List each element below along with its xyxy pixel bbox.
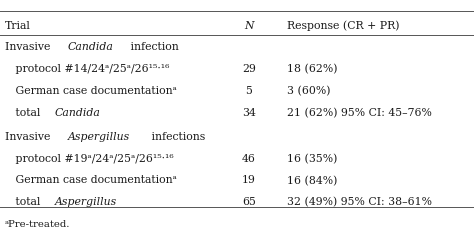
Text: Aspergillus: Aspergillus [55,197,117,207]
Text: 18 (62%): 18 (62%) [287,64,337,75]
Text: N: N [244,21,254,30]
Text: 34: 34 [242,108,256,118]
Text: 29: 29 [242,64,256,74]
Text: Candida: Candida [68,42,114,52]
Text: 65: 65 [242,197,256,207]
Text: protocol #19ᵃ/24ᵃ/25ᵃ/26¹⁵·¹⁶: protocol #19ᵃ/24ᵃ/25ᵃ/26¹⁵·¹⁶ [5,154,173,164]
Text: 5: 5 [246,86,252,96]
Text: 46: 46 [242,154,256,164]
Text: Invasive: Invasive [5,132,54,142]
Text: ᵃPre-treated.: ᵃPre-treated. [5,220,70,229]
Text: protocol #14/24ᵃ/25ᵃ/26¹⁵·¹⁶: protocol #14/24ᵃ/25ᵃ/26¹⁵·¹⁶ [5,64,169,74]
Text: Trial: Trial [5,21,31,30]
Text: Aspergillus: Aspergillus [68,132,130,142]
Text: German case documentationᵃ: German case documentationᵃ [5,86,177,96]
Text: 16 (84%): 16 (84%) [287,175,337,186]
Text: Candida: Candida [55,108,101,118]
Text: total: total [5,108,44,118]
Text: 16 (35%): 16 (35%) [287,154,337,164]
Text: total: total [5,197,44,207]
Text: 19: 19 [242,175,256,185]
Text: 3 (60%): 3 (60%) [287,86,330,96]
Text: infection: infection [127,42,179,52]
Text: Invasive: Invasive [5,42,54,52]
Text: Response (CR + PR): Response (CR + PR) [287,21,399,31]
Text: 32 (49%) 95% CI: 38–61%: 32 (49%) 95% CI: 38–61% [287,197,432,208]
Text: 21 (62%) 95% CI: 45–76%: 21 (62%) 95% CI: 45–76% [287,108,432,118]
Text: infections: infections [148,132,205,142]
Text: German case documentationᵃ: German case documentationᵃ [5,175,177,185]
